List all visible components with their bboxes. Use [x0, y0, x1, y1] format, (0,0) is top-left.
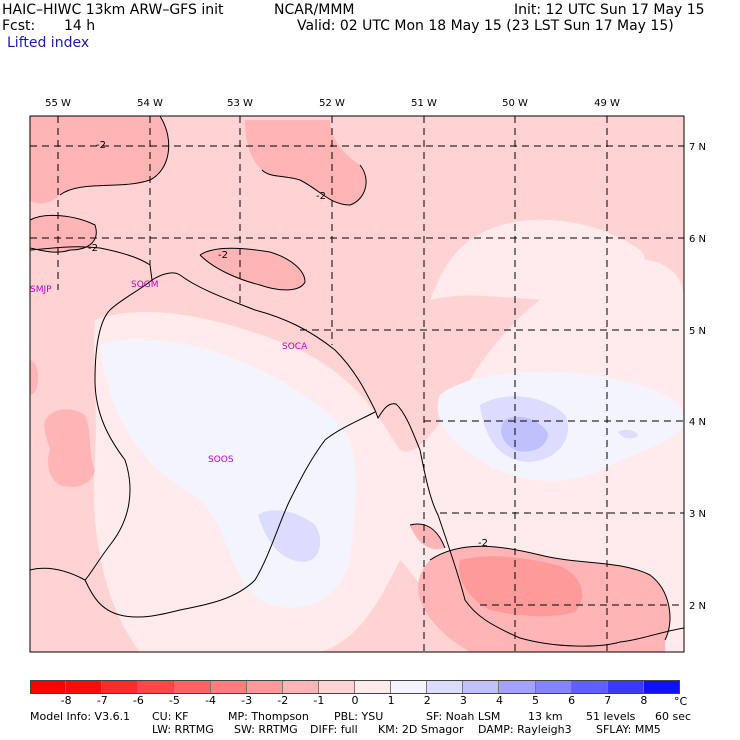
colorbar-cell — [535, 680, 572, 694]
lat-label: 5 N — [689, 326, 706, 337]
lat-label: 6 N — [689, 234, 706, 245]
colorbar-tick-label: -8 — [60, 694, 72, 707]
lifted-index-map: -2 -2 -2 -2 -2 55 W 54 W 53 W 52 W 51 W … — [29, 98, 706, 653]
footer-cu: CU: KF — [152, 710, 189, 723]
lat-label: 7 N — [689, 142, 706, 153]
colorbar-cell — [643, 680, 680, 694]
model-title: HAIC–HIWC 13km ARW–GFS init — [2, 2, 224, 18]
lon-label: 55 W — [45, 98, 71, 109]
colorbar-cell — [355, 680, 392, 694]
coastline-borders — [30, 246, 684, 647]
contour-label: -2 — [88, 243, 98, 254]
colorbar-tick-label: 3 — [459, 694, 467, 707]
colorbar-cell — [174, 680, 211, 694]
colorbar-cell — [571, 680, 608, 694]
footer-damp: DAMP: Rayleigh3 — [478, 723, 572, 736]
colorbar-tick-label: 5 — [532, 694, 540, 707]
colorbar-cell — [607, 680, 644, 694]
footer-pbl: PBL: YSU — [334, 710, 384, 723]
colorbar-cell — [246, 680, 283, 694]
colorbar-tick-label: -3 — [241, 694, 253, 707]
contour-label: -2 — [478, 538, 488, 549]
station-label: SMJP — [30, 285, 52, 295]
contour-label: -2 — [218, 250, 228, 261]
colorbar-tick-label: 1 — [387, 694, 395, 707]
lon-label: 52 W — [319, 98, 345, 109]
colorbar-unit: °C — [674, 695, 688, 708]
colorbar-tick-label: 8 — [640, 694, 648, 707]
footer-levels: 51 levels — [586, 710, 636, 723]
colorbar-tick-label: 2 — [423, 694, 431, 707]
contour-label: -2 — [316, 191, 326, 202]
lifted-index-contours — [30, 116, 671, 641]
valid-time: Valid: 02 UTC Mon 18 May 15 (23 LST Sun … — [297, 18, 674, 34]
lat-label: 2 N — [689, 601, 706, 612]
colorbar-tick-label: 6 — [568, 694, 576, 707]
fcst-label: Fcst: — [2, 18, 36, 34]
footer-resolution: 13 km — [528, 710, 563, 723]
contour-label: -2 — [96, 140, 106, 151]
init-time: Init: 12 UTC Sun 17 May 15 — [514, 2, 705, 18]
colorbar-cell — [102, 680, 139, 694]
station-label: SOGM — [131, 280, 159, 290]
colorbar-tick-label: -4 — [205, 694, 217, 707]
colorbar-cell — [66, 680, 103, 694]
colorbar-tick-label: -1 — [313, 694, 325, 707]
latlon-grid — [30, 116, 684, 652]
colorbar-tick-label: -6 — [132, 694, 144, 707]
colorbar-tick-label: -5 — [168, 694, 180, 707]
field-name: Lifted index — [7, 35, 90, 51]
station-label: SOOS — [208, 455, 234, 465]
lon-label: 54 W — [137, 98, 163, 109]
footer-mp: MP: Thompson — [228, 710, 309, 723]
colorbar-cell — [30, 680, 67, 694]
fcst-value: 14 h — [64, 18, 96, 34]
station-label: SOCA — [282, 342, 308, 352]
lon-label: 51 W — [411, 98, 437, 109]
colorbar-tick-label: 0 — [351, 694, 359, 707]
colorbar-tick-label: 4 — [495, 694, 503, 707]
lon-label: 53 W — [227, 98, 253, 109]
colorbar-cell — [138, 680, 175, 694]
lon-label: 49 W — [594, 98, 620, 109]
shaded-field — [30, 116, 684, 652]
colorbar-ticks: -8 -7 -6 -5 -4 -3 -2 -1 0 1 2 3 4 5 6 7 8 — [0, 694, 740, 708]
colorbar-cell — [463, 680, 500, 694]
org-label: NCAR/MMM — [274, 2, 355, 18]
footer-model-info: Model Info: V3.6.1 — [30, 710, 131, 723]
footer-timestep: 60 sec — [655, 710, 692, 723]
colorbar-cell — [210, 680, 247, 694]
lon-label: 50 W — [502, 98, 528, 109]
colorbar-tick-label: 7 — [604, 694, 612, 707]
footer-lw: LW: RRTMG — [152, 723, 214, 736]
colorbar-tick-label: -2 — [277, 694, 289, 707]
colorbar-cell — [427, 680, 464, 694]
colorbar-tick-label: -7 — [96, 694, 108, 707]
lat-label: 4 N — [689, 417, 706, 428]
colorbar-cell — [282, 680, 319, 694]
colorbar — [30, 680, 680, 694]
footer-sflay: SFLAY: MM5 — [596, 723, 661, 736]
colorbar-cell — [499, 680, 536, 694]
footer-sf: SF: Noah LSM — [426, 710, 501, 723]
colorbar-cell — [318, 680, 355, 694]
footer-km: KM: 2D Smagor — [378, 723, 464, 736]
footer-sw: SW: RRTMG — [234, 723, 298, 736]
colorbar-cell — [391, 680, 428, 694]
lat-label: 3 N — [689, 509, 706, 520]
footer-diff: DIFF: full — [310, 723, 358, 736]
